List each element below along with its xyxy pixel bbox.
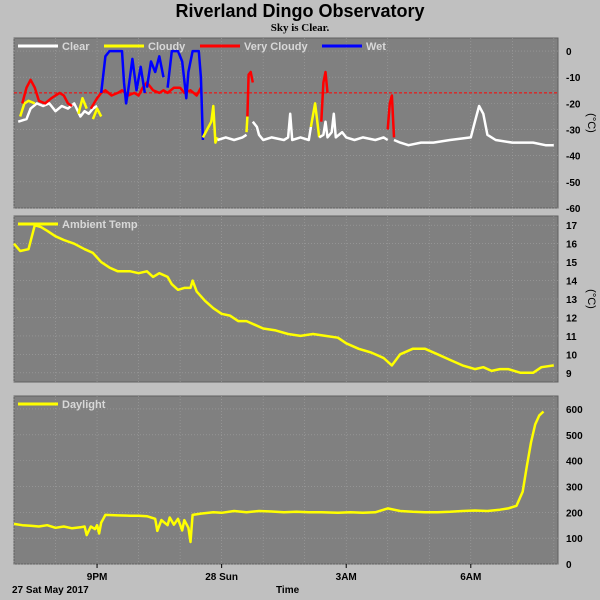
sky-series-line — [246, 70, 255, 117]
sky-series-line — [318, 112, 389, 142]
date-label: 27 Sat May 2017 — [12, 585, 89, 596]
x-tick-label: 3AM — [336, 572, 357, 583]
ambient-ytick-label: 12 — [566, 313, 578, 324]
sky-ytick-label: -40 — [566, 152, 581, 163]
ambient-legend-label: Ambient Temp — [62, 219, 138, 231]
ambient-ytick-label: 14 — [566, 277, 578, 288]
sky-series-line — [386, 94, 396, 138]
ambient-ytick-label: 16 — [566, 240, 578, 251]
sky-series-line — [251, 112, 313, 142]
daylight-legend-label: Daylight — [62, 399, 106, 411]
ambient-ytick-label: 9 — [566, 369, 572, 380]
ambient-ytick-label: 15 — [566, 258, 578, 269]
sky-series-line — [19, 99, 36, 117]
sky-legend-label: Very Cloudy — [244, 41, 308, 53]
daylight-ytick-label: 100 — [566, 534, 583, 545]
sky-ytick-label: 0 — [566, 47, 572, 58]
ambient-series-line — [13, 223, 554, 375]
sky-status: Sky is Clear. — [270, 22, 330, 34]
sky-series-line — [201, 104, 219, 144]
sky-plot-area — [13, 37, 559, 209]
sky-ytick-label: -10 — [566, 73, 581, 84]
sky-series-line — [320, 70, 329, 122]
sky-series-line — [309, 102, 321, 138]
x-axis-label: Time — [276, 585, 300, 596]
sky-ytick-label: -20 — [566, 99, 581, 110]
daylight-ytick-label: 200 — [566, 508, 583, 519]
daylight-ytick-label: 300 — [566, 482, 583, 493]
daylight-plot-area — [13, 395, 559, 565]
page-title: Riverland Dingo Observatory — [175, 1, 425, 21]
ambient-unit-label: (°C) — [585, 289, 597, 309]
daylight-ytick-label: 600 — [566, 405, 583, 416]
sky-ytick-label: -30 — [566, 126, 581, 137]
ambient-ytick-label: 10 — [566, 350, 578, 361]
daylight-ytick-label: 500 — [566, 431, 583, 442]
sky-series-line — [99, 49, 126, 94]
daylight-ytick-label: 0 — [566, 560, 572, 571]
ambient-ytick-label: 13 — [566, 295, 578, 306]
x-tick-label: 9PM — [87, 572, 108, 583]
ambient-ytick-label: 17 — [566, 221, 578, 232]
ambient-ytick-label: 11 — [566, 332, 577, 343]
sky-series-line — [217, 133, 248, 142]
sky-legend-label: Cloudy — [148, 41, 186, 53]
sky-series-line — [91, 107, 103, 120]
daylight-ytick-label: 400 — [566, 457, 583, 468]
sky-series-line — [245, 116, 249, 133]
sky-series-line — [77, 96, 88, 115]
sky-unit-label: (°C) — [585, 113, 597, 133]
sky-series-line — [17, 102, 98, 123]
sky-ytick-label: -60 — [566, 204, 581, 215]
sky-series-line — [393, 104, 554, 147]
sky-legend-label: Wet — [366, 41, 386, 53]
sky-legend-label: Clear — [62, 41, 90, 53]
x-tick-label: 6AM — [460, 572, 481, 583]
sky-series-line — [166, 49, 205, 141]
sky-series-line — [145, 55, 165, 88]
daylight-series-line — [13, 410, 545, 544]
x-tick-label: 28 Sun — [205, 572, 238, 583]
sky-ytick-label: -50 — [566, 178, 581, 189]
sky-series-line — [122, 57, 147, 105]
sky-series-line — [21, 78, 73, 108]
